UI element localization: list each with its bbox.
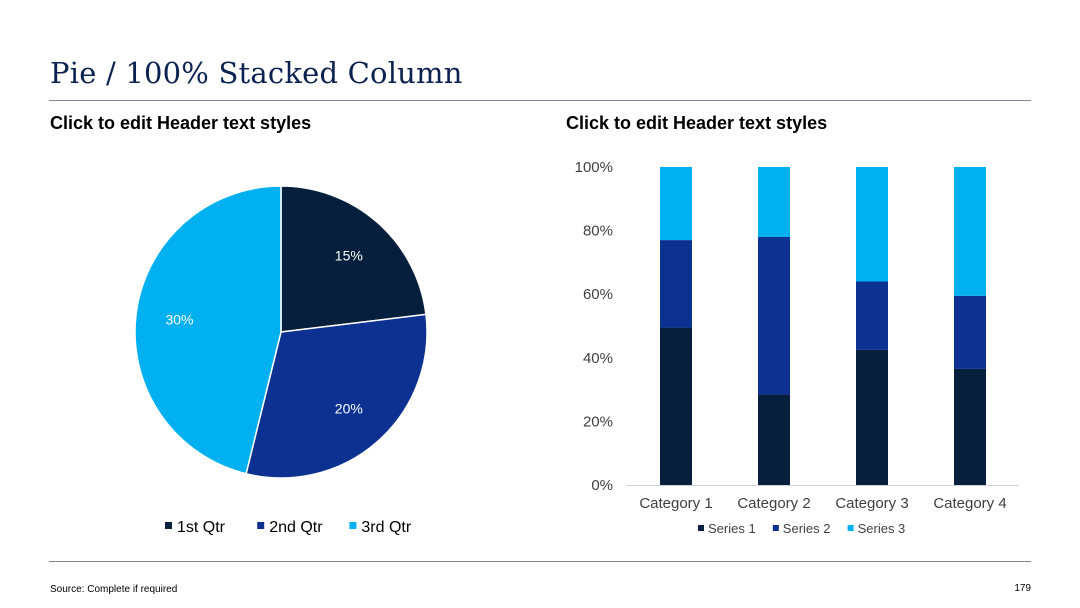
footer-divider (49, 561, 1031, 562)
pie-legend-swatch-3 (349, 522, 357, 529)
column-legend-label-3: Series 3 (858, 521, 906, 536)
y-tick-label-1: 0% (591, 477, 613, 494)
bar-segment-4-3[interactable] (954, 167, 986, 296)
source-note: Source: Complete if required (50, 584, 178, 595)
pie-legend-swatch-1 (165, 522, 172, 529)
bar-segment-1-1[interactable] (660, 327, 692, 485)
column-legend-swatch-3 (847, 525, 854, 531)
pie-data-label-2: 20% (335, 401, 363, 417)
pie-legend: 1st Qtr 2nd Qtr 3rd Qtr (165, 519, 412, 536)
column-legend-label-2: Series 2 (783, 521, 831, 536)
stacked-column-chart[interactable] (660, 167, 986, 485)
bar-segment-4-2[interactable] (954, 295, 986, 369)
x-tick-label-1: Category 1 (639, 495, 712, 512)
bar-segment-2-1[interactable] (758, 394, 790, 485)
y-tick-label-3: 40% (583, 350, 613, 367)
column-legend-swatch-1 (698, 525, 704, 531)
column-legend-label-1: Series 1 (708, 521, 756, 536)
column-chart-header[interactable]: Click to edit Header text styles (566, 113, 828, 133)
pie-legend-swatch-2 (257, 522, 265, 529)
x-tick-label-2: Category 2 (737, 495, 810, 512)
pie-slice-2[interactable] (245, 313, 428, 479)
pie-chart-header[interactable]: Click to edit Header text styles (50, 113, 312, 133)
pie-slice-3[interactable] (134, 185, 282, 475)
x-tick-label-3: Category 3 (835, 495, 908, 512)
pie-slice-1[interactable] (280, 185, 427, 333)
y-tick-label-4: 60% (583, 286, 613, 303)
slide-title: Pie / 100% Stacked Column (50, 56, 463, 90)
pie-chart[interactable]: 15% 20% 30% (134, 185, 428, 479)
pie-data-label-1: 15% (335, 248, 363, 264)
x-tick-label-4: Category 4 (933, 495, 1006, 512)
y-tick-label-2: 20% (583, 413, 613, 430)
bar-segment-2-2[interactable] (758, 237, 790, 395)
bar-segment-1-3[interactable] (660, 167, 692, 241)
bar-segment-4-1[interactable] (954, 368, 986, 485)
column-legend-swatch-2 (772, 525, 779, 531)
column-legend: Series 1 Series 2 Series 3 (698, 521, 905, 536)
pie-legend-label-2: 2nd Qtr (269, 519, 323, 536)
y-tick-label-6: 100% (575, 159, 613, 176)
y-tick-label-5: 80% (583, 223, 613, 240)
title-divider (49, 100, 1031, 101)
column-chart-axes: Category 1 Category 2 Category 3 Category 4… (575, 159, 1019, 512)
bar-segment-3-3[interactable] (856, 167, 888, 282)
bar-segment-3-2[interactable] (856, 281, 888, 350)
bar-segment-2-3[interactable] (758, 167, 790, 237)
pie-legend-label-3: 3rd Qtr (361, 519, 411, 536)
page-number: 179 (1014, 583, 1031, 594)
pie-legend-label-1: 1st Qtr (177, 519, 226, 536)
pie-data-label-3: 30% (165, 312, 193, 328)
bar-segment-1-2[interactable] (660, 240, 692, 328)
bar-segment-3-1[interactable] (856, 349, 888, 485)
